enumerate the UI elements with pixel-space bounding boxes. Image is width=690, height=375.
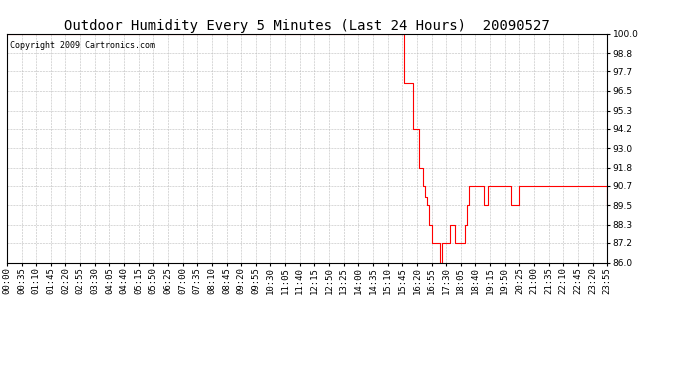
Title: Outdoor Humidity Every 5 Minutes (Last 24 Hours)  20090527: Outdoor Humidity Every 5 Minutes (Last 2…	[64, 19, 550, 33]
Text: Copyright 2009 Cartronics.com: Copyright 2009 Cartronics.com	[10, 40, 155, 50]
